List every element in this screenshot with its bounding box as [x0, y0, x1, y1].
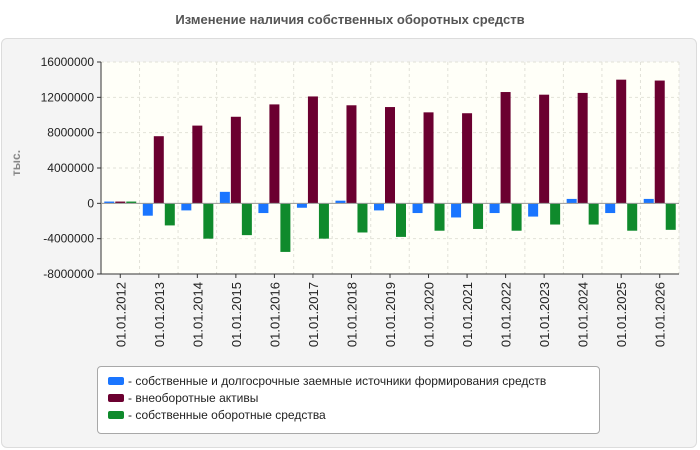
bar-noncurrent-assets-13 — [616, 79, 627, 204]
bar-working-capital-10 — [511, 203, 522, 231]
bar-working-capital-6 — [357, 203, 368, 233]
bar-noncurrent-assets-3 — [230, 116, 241, 204]
x-tick-label: 01.01.2012 — [113, 282, 128, 347]
bar-working-capital-14 — [665, 203, 676, 230]
bar-sources-6 — [335, 200, 346, 204]
legend-item-noncurrent-assets: - внеоборотные активы — [108, 390, 599, 407]
bar-sources-14 — [643, 198, 654, 204]
x-tick-label: 01.01.2019 — [383, 282, 398, 347]
y-tick-label: 16000000 — [41, 55, 95, 69]
bar-working-capital-7 — [396, 203, 406, 237]
bar-sources-8 — [412, 203, 423, 214]
bar-sources-12 — [566, 198, 577, 204]
legend-swatch-working-capital — [108, 410, 124, 419]
x-tick-label: 01.01.2024 — [576, 282, 591, 347]
y-tick-label: 4000000 — [47, 161, 94, 175]
bar-noncurrent-assets-0 — [115, 201, 126, 204]
bar-noncurrent-assets-4 — [269, 104, 280, 204]
x-tick-label: 01.01.2020 — [422, 282, 437, 347]
bar-noncurrent-assets-12 — [577, 92, 588, 204]
x-tick-label: 01.01.2022 — [499, 282, 514, 347]
bar-sources-2 — [181, 203, 192, 211]
bar-working-capital-4 — [280, 203, 291, 252]
bar-sources-5 — [296, 203, 307, 208]
bar-noncurrent-assets-11 — [539, 94, 550, 204]
y-tick-label: 12000000 — [41, 90, 95, 104]
bar-working-capital-5 — [318, 203, 329, 239]
y-tick-label: 0 — [87, 196, 94, 210]
bar-sources-0 — [104, 201, 115, 204]
bar-noncurrent-assets-5 — [307, 96, 318, 204]
bar-noncurrent-assets-8 — [423, 112, 434, 204]
bar-sources-3 — [219, 191, 230, 204]
chart-legend: - собственные и долгосрочные заемные ист… — [97, 366, 600, 434]
y-tick-label: 8000000 — [47, 126, 94, 140]
bar-working-capital-13 — [627, 203, 638, 231]
bar-working-capital-3 — [241, 203, 252, 236]
bar-noncurrent-assets-2 — [192, 125, 203, 204]
y-tick-label: -8000000 — [43, 267, 94, 281]
bar-working-capital-11 — [550, 203, 561, 225]
bar-working-capital-2 — [203, 203, 214, 239]
bar-noncurrent-assets-9 — [462, 113, 473, 204]
bar-sources-1 — [142, 203, 153, 216]
legend-label-sources: - собственные и долгосрочные заемные ист… — [128, 374, 547, 388]
legend-item-sources: - собственные и долгосрочные заемные ист… — [108, 373, 599, 390]
bar-sources-9 — [451, 203, 462, 218]
bar-working-capital-1 — [164, 203, 175, 226]
x-tick-label: 01.01.2014 — [190, 282, 205, 347]
legend-label-working-capital: - собственные оборотные средства — [128, 408, 326, 422]
bar-noncurrent-assets-14 — [654, 80, 665, 204]
x-tick-label: 01.01.2017 — [306, 282, 321, 347]
bar-noncurrent-assets-1 — [153, 136, 164, 204]
x-tick-label: 01.01.2023 — [537, 282, 552, 347]
bar-sources-4 — [258, 203, 269, 214]
bar-noncurrent-assets-10 — [500, 92, 511, 204]
x-tick-label: 01.01.2025 — [614, 282, 629, 347]
bar-working-capital-12 — [588, 203, 599, 225]
x-tick-label: 01.01.2026 — [653, 282, 668, 347]
legend-swatch-sources — [108, 376, 124, 385]
x-tick-label: 01.01.2013 — [152, 282, 167, 347]
bar-noncurrent-assets-6 — [346, 105, 357, 204]
legend-label-noncurrent-assets: - внеоборотные активы — [128, 391, 259, 405]
y-tick-label: -4000000 — [43, 232, 94, 246]
x-tick-label: 01.01.2016 — [267, 282, 282, 347]
chart-title: Изменение наличия собственных оборотных … — [175, 12, 525, 27]
legend-swatch-noncurrent-assets — [108, 393, 124, 402]
bar-working-capital-8 — [434, 203, 445, 231]
bar-working-capital-0 — [126, 201, 137, 204]
legend-item-working-capital: - собственные оборотные средства — [108, 407, 599, 424]
bar-sources-10 — [489, 203, 500, 214]
x-tick-label: 01.01.2018 — [344, 282, 359, 347]
x-tick-label: 01.01.2021 — [460, 282, 475, 347]
bar-sources-11 — [528, 203, 539, 217]
y-axis-label: тыс. — [9, 150, 23, 176]
bar-noncurrent-assets-7 — [385, 107, 395, 204]
bar-working-capital-9 — [473, 203, 484, 229]
bar-sources-13 — [605, 203, 616, 214]
x-tick-label: 01.01.2015 — [229, 282, 244, 347]
bar-sources-7 — [374, 203, 384, 211]
